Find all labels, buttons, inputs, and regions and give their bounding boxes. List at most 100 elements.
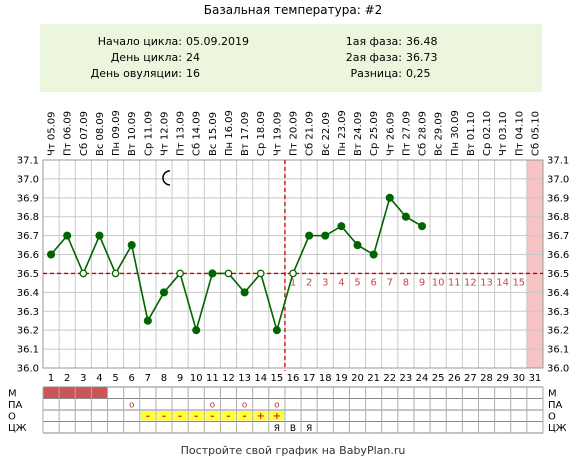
temperature-point — [159, 288, 169, 297]
cycle-day-label: 3 — [80, 373, 86, 384]
phase2-label: 2ая фаза: — [345, 51, 402, 64]
date-label: Чт 26.09 — [385, 112, 396, 157]
cycle-day-label: 18 — [319, 373, 332, 384]
footer-link-text[interactable]: Постройте свой график на BabyPlan.ru — [180, 444, 406, 457]
date-label: Пн 09.09 — [111, 110, 122, 156]
temperature-point — [256, 269, 265, 278]
phase1-label: 1ая фаза: — [345, 35, 402, 48]
temperature-point — [401, 212, 410, 221]
y-tick-label-right: 36.2 — [547, 326, 569, 337]
y-tick-label-right: 36.4 — [547, 288, 569, 299]
secretion-cell — [205, 411, 220, 421]
cycle-day-label: 28 — [480, 373, 493, 384]
cycle-day-label: 19 — [335, 373, 348, 384]
cycle-day-label: 12 — [222, 373, 235, 384]
cycle-day-label: 31 — [529, 373, 542, 384]
cervical-mucus-mark: Я — [274, 424, 280, 434]
luteal-day-number: 9 — [419, 277, 425, 288]
secretion-cell — [189, 411, 204, 421]
row-label-left: О — [8, 412, 16, 423]
temperature-point — [417, 222, 427, 231]
cycle-day-label: 29 — [496, 373, 509, 384]
y-tick-label-right: 36.7 — [547, 231, 569, 242]
date-label: Пн 30.09 — [450, 110, 461, 156]
date-label: Пт 20.09 — [289, 111, 300, 156]
date-label: Вт 24.09 — [353, 112, 364, 157]
secretion-cell — [173, 411, 188, 421]
menstruation-cell — [59, 387, 76, 399]
cycle-day-label: 22 — [383, 373, 396, 384]
date-label: Пн 16.09 — [224, 110, 235, 156]
date-label: Чт 03.10 — [498, 112, 509, 157]
temperature-point — [224, 269, 233, 278]
date-label: Вс 08.09 — [95, 112, 106, 156]
temperature-point — [385, 193, 394, 202]
cycle-day-label: 15 — [271, 373, 284, 384]
secretion-mark: - — [162, 411, 166, 422]
y-tick-label-left: 36.8 — [17, 212, 39, 223]
temperature-point — [337, 222, 346, 231]
cycle-day-label: 21 — [367, 373, 380, 384]
luteal-day-number: 13 — [480, 277, 493, 288]
secretion-mark: + — [257, 411, 265, 422]
cycle-day-label: 30 — [512, 373, 525, 384]
secretion-cell — [140, 411, 155, 421]
y-tick-label-right: 36.8 — [547, 212, 569, 223]
cycle-day-label: 6 — [129, 373, 135, 384]
ovulation-day-value: 16 — [186, 67, 200, 80]
luteal-day-number: 14 — [496, 277, 509, 288]
temperature-point — [289, 269, 297, 278]
temperature-point — [127, 241, 136, 250]
luteal-day-number: 3 — [322, 277, 328, 288]
cycle-info-panel: Начало цикла: 05.09.2019 День цикла: 24 … — [40, 24, 542, 92]
y-tick-label-left: 36.7 — [17, 231, 39, 242]
date-label: Ср 25.09 — [369, 111, 380, 156]
cycle-day-value: 24 — [186, 51, 200, 64]
date-label: Ср 02.10 — [482, 111, 493, 156]
y-tick-label-left: 36.1 — [17, 345, 39, 356]
date-label: Чт 05.09 — [47, 112, 58, 157]
date-label: Пт 06.09 — [63, 111, 74, 156]
row-label-right: М — [548, 389, 557, 400]
date-label: Сб 28.09 — [418, 111, 429, 156]
cycle-day-label: 14 — [254, 373, 267, 384]
temperature-point — [192, 326, 201, 335]
difference-label: Разница: — [350, 67, 403, 80]
temperature-point — [240, 288, 249, 297]
plot-frame — [42, 159, 544, 369]
temperature-point — [208, 269, 217, 278]
moon-icon — [162, 170, 171, 186]
date-label: Пт 13.09 — [176, 111, 187, 156]
cycle-day-label: 11 — [206, 373, 219, 384]
ovulation-day-label: День овуляции: — [90, 67, 182, 80]
secretion-cell — [221, 411, 236, 421]
date-label: Вс 29.09 — [434, 112, 445, 156]
cycle-day-label: 17 — [303, 373, 316, 384]
secretion-mark: - — [146, 411, 150, 422]
y-tick-label-right: 36.1 — [547, 345, 569, 356]
cycle-start-label: Начало цикла: — [97, 35, 182, 48]
cycle-day-label: 9 — [177, 373, 183, 384]
cycle-day-label: 26 — [448, 373, 461, 384]
menstruation-cell — [91, 387, 108, 399]
luteal-day-number: 12 — [464, 277, 477, 288]
row-label-left: ЦЖ — [8, 423, 27, 434]
date-label: Чт 12.09 — [159, 112, 170, 157]
pa-mark: o — [129, 401, 135, 411]
date-label: Ср 18.09 — [256, 111, 267, 156]
temperature-point — [369, 250, 378, 259]
page-title: Базальная температура: #2 — [203, 3, 383, 17]
row-label-left: М — [8, 389, 17, 400]
secretion-mark: - — [243, 411, 247, 422]
cycle-day-label: 25 — [432, 373, 445, 384]
cycle-day-label: 10 — [190, 373, 203, 384]
temperature-point — [353, 241, 362, 250]
date-label: Вт 01.10 — [466, 112, 477, 156]
row-label-left: ПА — [8, 400, 23, 411]
secretion-mark: - — [226, 411, 230, 422]
pa-mark: o — [242, 401, 248, 411]
date-label: Сб 05.10 — [530, 111, 541, 156]
secretion-mark: - — [194, 411, 198, 422]
highlight-column — [526, 160, 543, 368]
